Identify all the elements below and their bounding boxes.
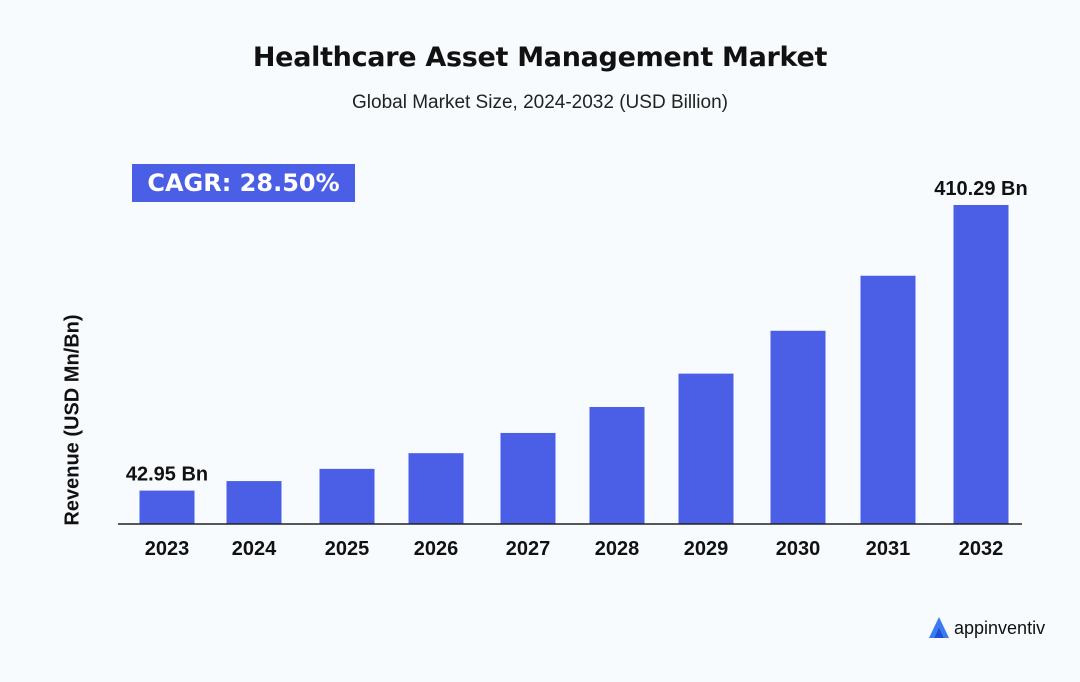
- brand-logo: appinventiv: [928, 614, 1045, 642]
- x-tick-label-2024: 2024: [232, 538, 277, 560]
- appinventiv-logo-icon: [929, 617, 949, 638]
- chart-title: Healthcare Asset Management Market: [252, 42, 828, 73]
- x-tick-label-2023: 2023: [145, 538, 190, 560]
- bar-2029: [678, 373, 734, 524]
- bar-2028: [589, 406, 645, 524]
- bar-2023: [139, 490, 195, 524]
- x-tick-label-2026: 2026: [414, 538, 459, 560]
- data-label-2032: 410.29 Bn: [934, 178, 1027, 200]
- bar-2031: [860, 275, 916, 524]
- data-label-2023: 42.95 Bn: [126, 464, 208, 486]
- brand-name: appinventiv: [954, 617, 1046, 638]
- bar-2025: [319, 468, 375, 524]
- x-tick-label-2030: 2030: [776, 538, 821, 560]
- x-tick-label-2031: 2031: [866, 538, 911, 560]
- x-tick-label-2028: 2028: [595, 538, 640, 560]
- x-tick-label-2032: 2032: [959, 538, 1004, 560]
- bar-2026: [408, 453, 464, 524]
- bar-2027: [500, 432, 556, 524]
- bar-2030: [770, 330, 826, 524]
- chart-subtitle: Global Market Size, 2024-2032 (USD Billi…: [352, 92, 728, 113]
- bar-2032: [953, 205, 1009, 524]
- x-tick-label-2029: 2029: [684, 538, 729, 560]
- cagr-badge: CAGR: 28.50%: [132, 164, 355, 202]
- x-tick-label-2027: 2027: [506, 538, 551, 560]
- bar-2024: [226, 481, 282, 524]
- x-tick-label-2025: 2025: [325, 538, 370, 560]
